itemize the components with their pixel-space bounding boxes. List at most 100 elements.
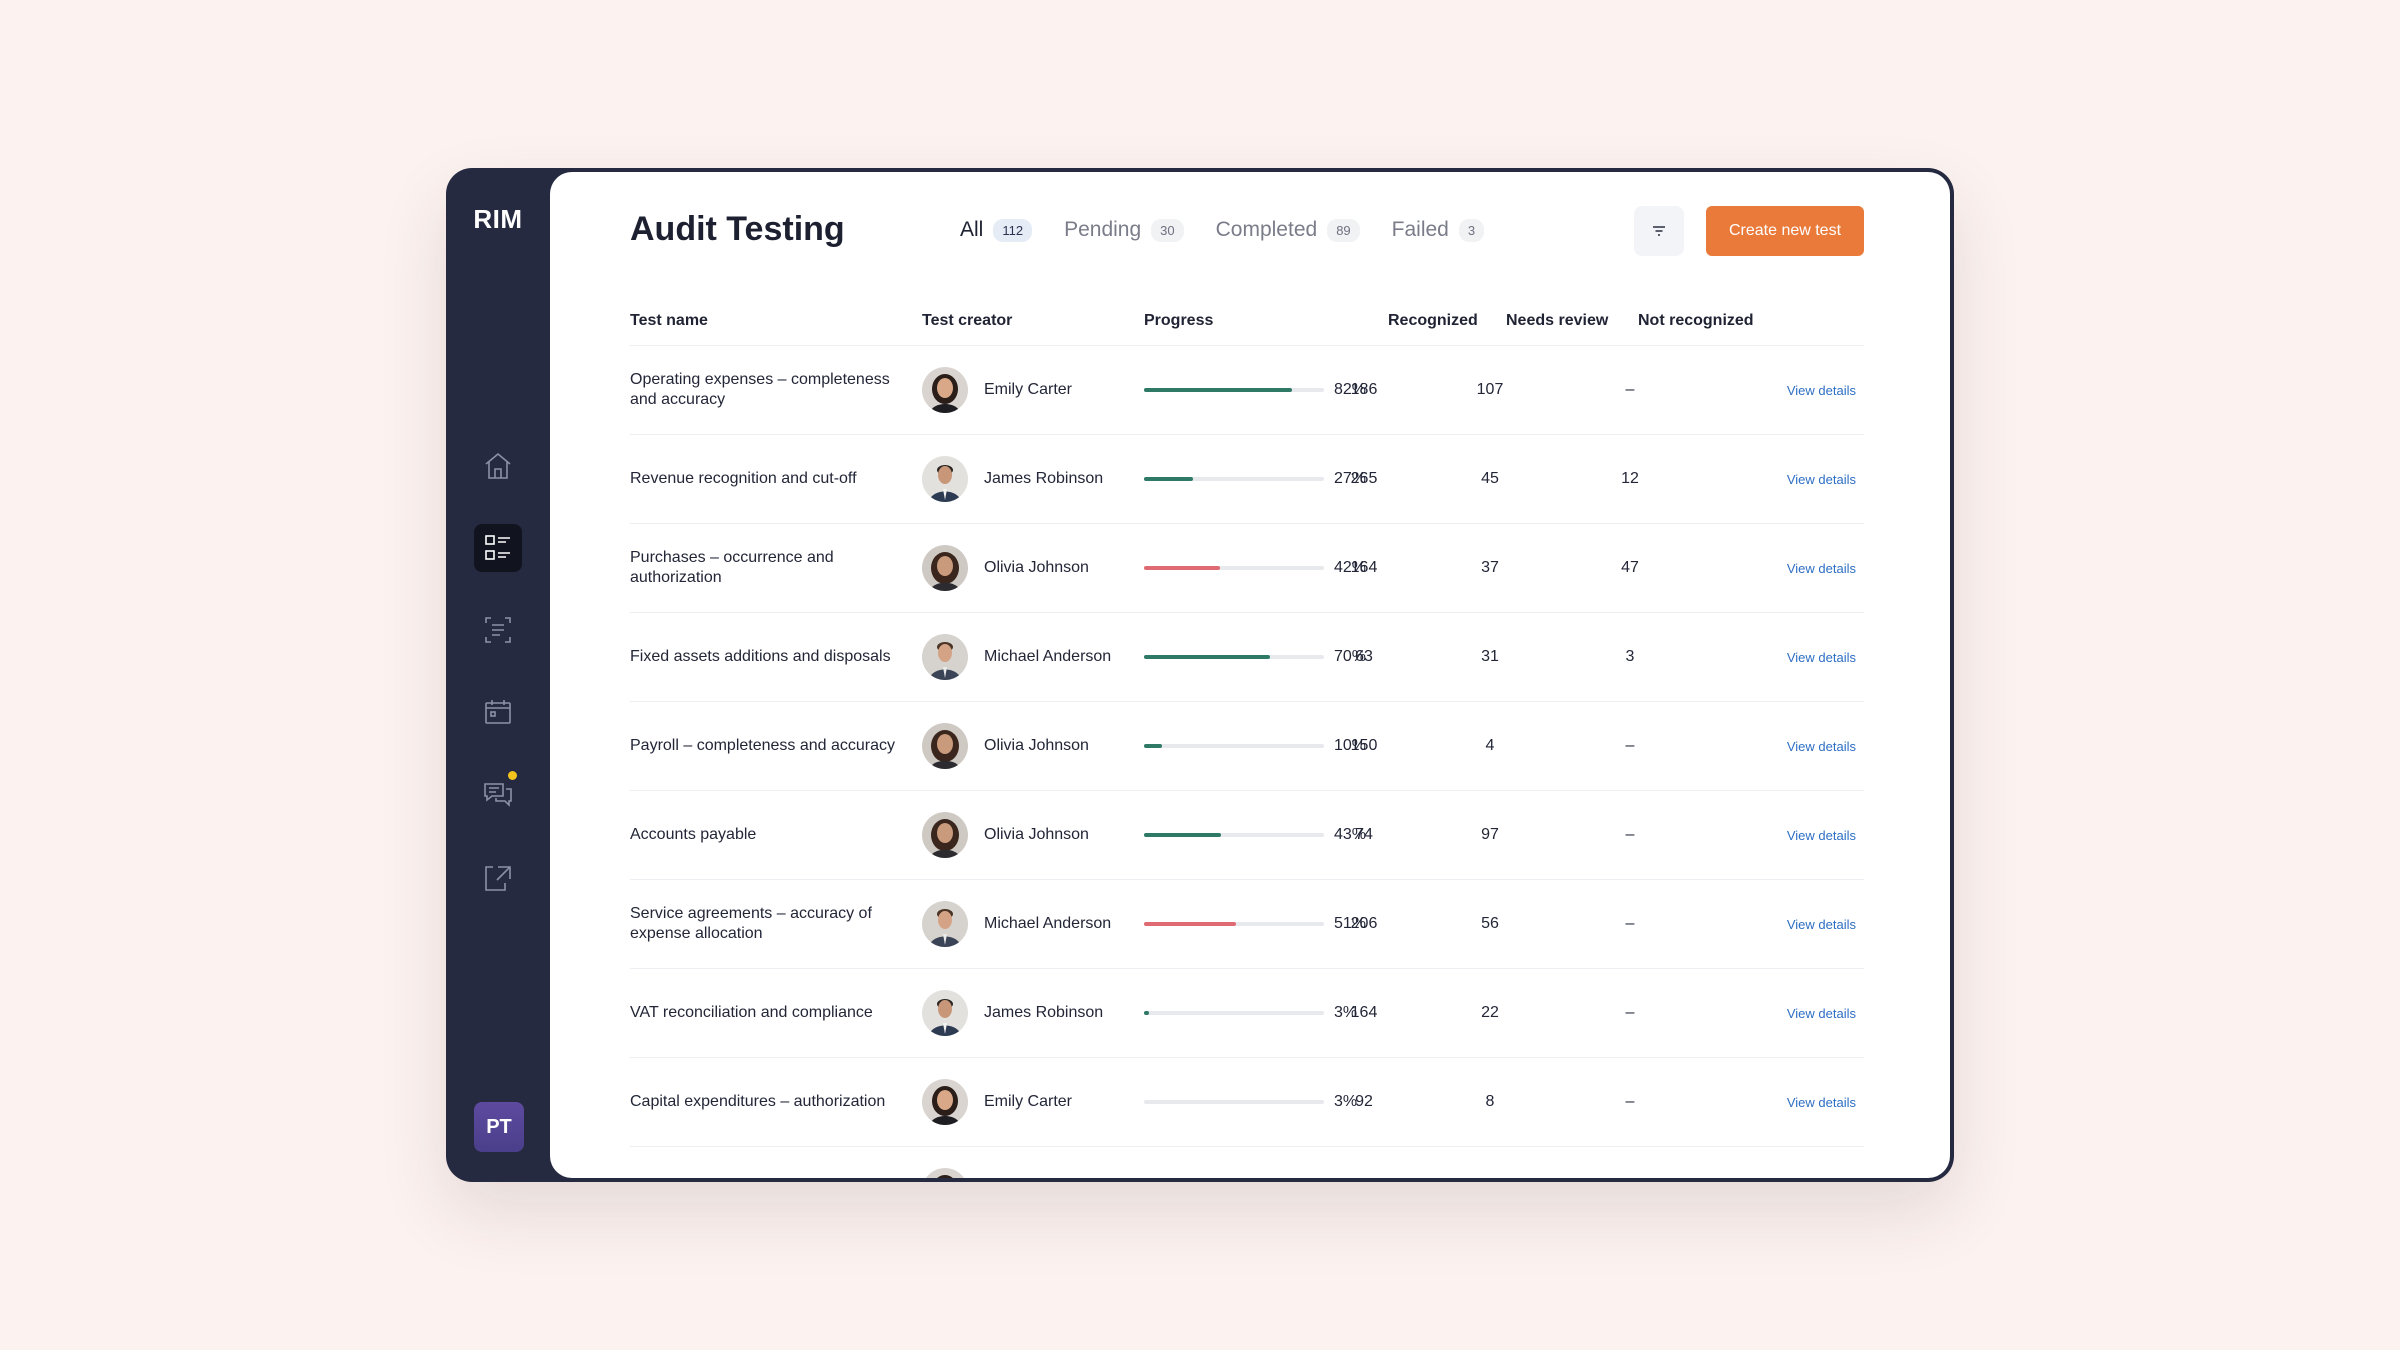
progress-bar bbox=[1144, 388, 1324, 392]
chat-icon bbox=[484, 783, 512, 807]
view-details-link[interactable]: View details bbox=[1786, 827, 1856, 843]
table-row[interactable]: Purchases – occurrence and authorization… bbox=[630, 524, 1864, 613]
table-row[interactable]: Operating expenses – completeness and ac… bbox=[630, 346, 1864, 435]
column-header-not-recognized[interactable]: Not recognized bbox=[1638, 312, 1754, 329]
creator-name: Michael Anderson bbox=[984, 648, 1112, 665]
creator-name: Michael Anderson bbox=[984, 915, 1112, 932]
nav-home[interactable] bbox=[474, 442, 522, 490]
progress-fill bbox=[1144, 477, 1193, 481]
table-row[interactable]: Revenue recognition and cut-off James Ro… bbox=[630, 435, 1864, 524]
test-name: Payroll – completeness and accuracy bbox=[630, 737, 896, 754]
view-details-link[interactable]: View details bbox=[1786, 1005, 1856, 1021]
avatar bbox=[922, 901, 968, 947]
table-row[interactable]: Operating expenses Emily Carter 3% 92 2 bbox=[630, 1147, 1864, 1178]
progress: 10% bbox=[1144, 702, 1384, 790]
avatar bbox=[922, 723, 968, 769]
recognized-count: 92 bbox=[1355, 1093, 1373, 1110]
table-row[interactable]: Capital expenditures – authorization Emi… bbox=[630, 1058, 1864, 1147]
avatar-portrait bbox=[922, 990, 968, 1036]
view-details-link[interactable]: View details bbox=[1786, 471, 1856, 487]
nav-export[interactable] bbox=[474, 854, 522, 902]
column-header-progress[interactable]: Progress bbox=[1144, 312, 1214, 329]
progress-percent: 70% bbox=[1334, 648, 1367, 665]
view-details-link[interactable]: View details bbox=[1786, 916, 1856, 932]
nav-tests[interactable] bbox=[474, 524, 522, 572]
tab-failed[interactable]: Failed 3 bbox=[1391, 218, 1485, 242]
progress-percent: 27% bbox=[1334, 470, 1367, 487]
not-recognized-count bbox=[1580, 1147, 1680, 1178]
creator-name: James Robinson bbox=[984, 1004, 1104, 1021]
test-name: Service agreements – accuracy of expense… bbox=[630, 905, 872, 942]
home-icon bbox=[485, 452, 511, 479]
progress-bar bbox=[1144, 566, 1324, 570]
needs-review-count: 56 bbox=[1481, 915, 1499, 932]
progress: 3% bbox=[1144, 969, 1384, 1057]
recognized-count: 206 bbox=[1350, 915, 1378, 932]
tab-pending[interactable]: Pending 30 bbox=[1064, 218, 1184, 242]
table-row[interactable]: Fixed assets additions and disposals Mic… bbox=[630, 613, 1864, 702]
avatar-portrait bbox=[922, 634, 968, 680]
column-header-test-name[interactable]: Test name bbox=[630, 312, 708, 329]
test-name: Accounts payable bbox=[630, 826, 757, 843]
column-header-test-creator[interactable]: Test creator bbox=[922, 312, 1013, 329]
progress-percent: 10% bbox=[1334, 737, 1367, 754]
not-recognized-count: – bbox=[1625, 915, 1635, 932]
creator-name: Olivia Johnson bbox=[984, 826, 1089, 843]
view-details-link[interactable]: View details bbox=[1786, 382, 1856, 398]
avatar bbox=[922, 812, 968, 858]
view-details-link[interactable]: View details bbox=[1786, 738, 1856, 754]
progress: 3% bbox=[1144, 1058, 1384, 1146]
table-row[interactable]: Payroll – completeness and accuracy Oliv… bbox=[630, 702, 1864, 791]
avatar bbox=[922, 634, 968, 680]
recognized-count: 164 bbox=[1350, 559, 1378, 576]
needs-review-count: 45 bbox=[1481, 470, 1499, 487]
recognized-count: 63 bbox=[1355, 648, 1373, 665]
tab-label: Failed bbox=[1391, 218, 1449, 241]
progress-percent: 42% bbox=[1334, 559, 1367, 576]
column-header-needs-review[interactable]: Needs review bbox=[1506, 312, 1609, 329]
progress-fill bbox=[1144, 388, 1292, 392]
tab-all[interactable]: All 112 bbox=[960, 218, 1033, 242]
test-creator: Olivia Johnson bbox=[922, 791, 1142, 879]
filter-button[interactable] bbox=[1634, 206, 1684, 256]
view-details-cell: View details bbox=[1756, 880, 1856, 968]
recognized-count: 265 bbox=[1350, 470, 1378, 487]
progress: 70% bbox=[1144, 613, 1384, 701]
view-details-link[interactable]: View details bbox=[1786, 560, 1856, 576]
user-avatar[interactable]: PT bbox=[474, 1102, 524, 1152]
avatar bbox=[922, 990, 968, 1036]
tab-label: All bbox=[960, 218, 984, 241]
progress-percent: 3% bbox=[1334, 1093, 1358, 1110]
test-creator: Emily Carter bbox=[922, 1147, 1142, 1178]
creator-name: Olivia Johnson bbox=[984, 737, 1089, 754]
not-recognized-count: – bbox=[1625, 737, 1635, 754]
create-new-test-button[interactable]: Create new test bbox=[1706, 206, 1864, 256]
avatar bbox=[922, 545, 968, 591]
nav-scan[interactable] bbox=[474, 606, 522, 654]
view-details-cell: View details bbox=[1756, 613, 1856, 701]
view-details-link[interactable]: View details bbox=[1786, 649, 1856, 665]
table-row[interactable]: Accounts payable Olivia Johnson 43% 74 9… bbox=[630, 791, 1864, 880]
nav-chat[interactable] bbox=[474, 770, 522, 818]
test-name: VAT reconciliation and compliance bbox=[630, 1004, 873, 1021]
avatar-portrait bbox=[922, 723, 968, 769]
table-body: Operating expenses – completeness and ac… bbox=[630, 346, 1864, 1178]
test-creator: James Robinson bbox=[922, 435, 1142, 523]
avatar-portrait bbox=[922, 1168, 968, 1178]
nav-calendar[interactable] bbox=[474, 688, 522, 736]
test-name: Revenue recognition and cut-off bbox=[630, 470, 857, 487]
needs-review-count: 22 bbox=[1481, 1004, 1499, 1021]
needs-review-count: 37 bbox=[1481, 559, 1499, 576]
avatar bbox=[922, 456, 968, 502]
creator-name: James Robinson bbox=[984, 470, 1104, 487]
progress: 42% bbox=[1144, 524, 1384, 612]
tab-completed[interactable]: Completed 89 bbox=[1216, 218, 1360, 242]
column-header-recognized[interactable]: Recognized bbox=[1388, 312, 1478, 329]
test-creator: Michael Anderson bbox=[922, 880, 1142, 968]
table-row[interactable]: VAT reconciliation and compliance James … bbox=[630, 969, 1864, 1058]
progress-fill bbox=[1144, 922, 1236, 926]
table-row[interactable]: Service agreements – accuracy of expense… bbox=[630, 880, 1864, 969]
progress: 51% bbox=[1144, 880, 1384, 968]
view-details-link[interactable]: View details bbox=[1786, 1094, 1856, 1110]
avatar-portrait bbox=[922, 901, 968, 947]
